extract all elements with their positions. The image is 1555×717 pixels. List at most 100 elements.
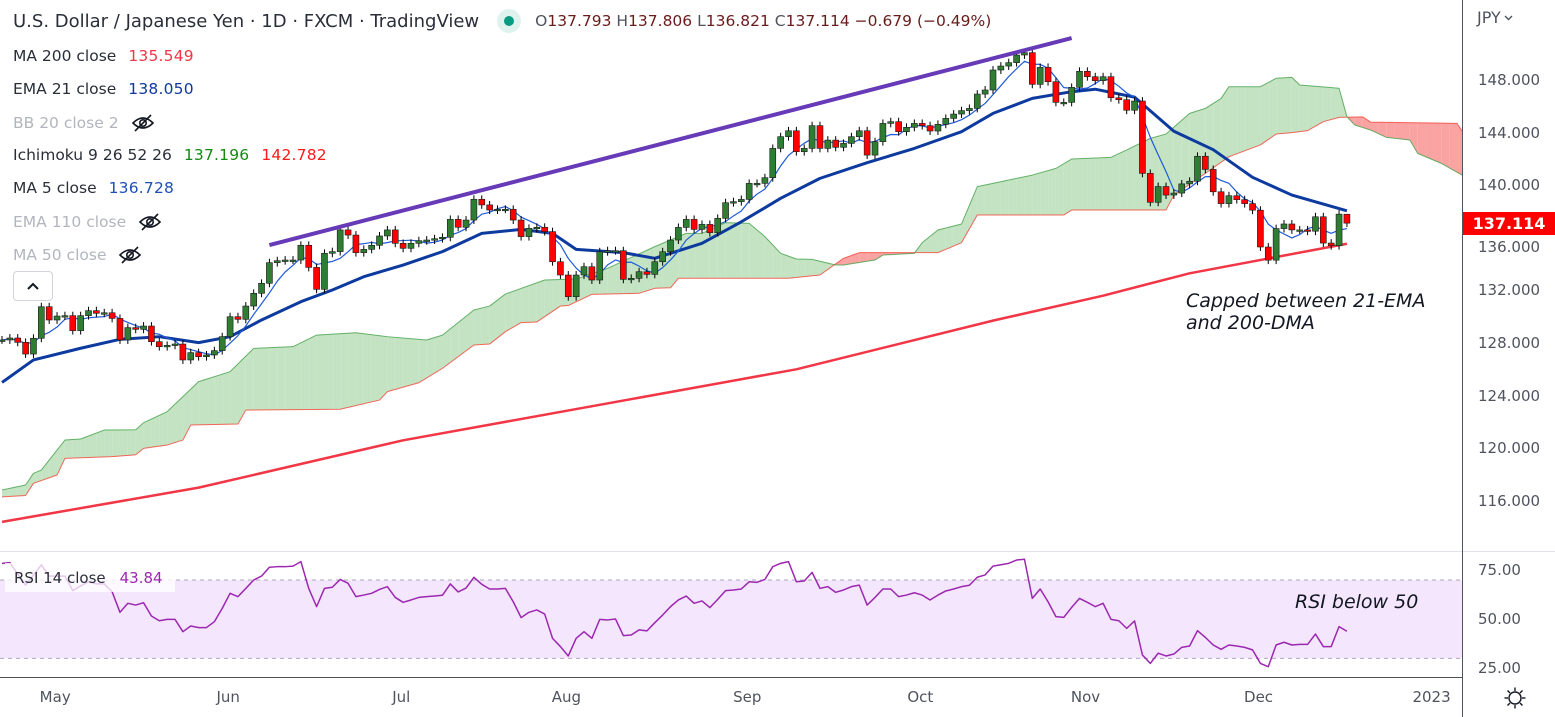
eye-off-icon[interactable] bbox=[118, 245, 142, 265]
cloud-segment bbox=[80, 436, 89, 458]
cloud-segment bbox=[1173, 120, 1182, 196]
cloud-segment bbox=[348, 332, 356, 408]
candle bbox=[108, 308, 116, 323]
candle-body-up bbox=[218, 336, 226, 351]
cloud-segment bbox=[466, 309, 474, 351]
cloud-segment bbox=[473, 308, 482, 345]
time-tick-label: May bbox=[39, 688, 71, 706]
sun-gear-icon[interactable] bbox=[1503, 686, 1527, 710]
cloud-segment bbox=[977, 185, 986, 216]
cloud-segment bbox=[1268, 78, 1277, 140]
cloud-segment bbox=[764, 236, 773, 279]
candle-body-up bbox=[840, 143, 847, 148]
cloud-segment bbox=[1008, 178, 1017, 216]
symbol-title[interactable]: U.S. Dollar / Japanese Yen · 1D · FXCM ·… bbox=[13, 10, 480, 32]
candle-body-up bbox=[1154, 186, 1162, 203]
candle-body-up bbox=[738, 199, 745, 202]
cloud-segment bbox=[717, 222, 726, 279]
candle bbox=[800, 144, 808, 156]
candle-body-up bbox=[85, 310, 92, 316]
time-tick-label: Nov bbox=[1070, 688, 1101, 706]
candle bbox=[541, 223, 548, 236]
legend-row[interactable]: MA 5 close 136.728 bbox=[13, 179, 174, 197]
cloud-segment bbox=[332, 333, 341, 410]
candle bbox=[1146, 169, 1154, 207]
cloud-segment bbox=[819, 261, 828, 276]
price-tick-label: 120.000 bbox=[1478, 439, 1541, 458]
legend-row[interactable]: EMA 110 close bbox=[13, 212, 162, 232]
candle bbox=[863, 126, 871, 160]
candle-body-down bbox=[391, 229, 399, 244]
candle bbox=[470, 195, 478, 224]
candle bbox=[1170, 189, 1178, 200]
candle-body-up bbox=[140, 325, 147, 330]
candle bbox=[77, 311, 84, 335]
candle-body-down bbox=[1084, 71, 1091, 78]
cloud-segment bbox=[513, 288, 522, 328]
currency-selector[interactable]: JPY bbox=[1477, 8, 1513, 27]
high-key: H bbox=[616, 12, 629, 30]
candle bbox=[1296, 225, 1304, 234]
candle bbox=[706, 220, 714, 237]
collapse-legend-button[interactable] bbox=[13, 271, 53, 301]
candle-body-up bbox=[1076, 71, 1083, 88]
candle-body-up bbox=[934, 124, 942, 132]
candle-body-up bbox=[297, 244, 305, 261]
candle bbox=[714, 214, 722, 237]
candle bbox=[1123, 95, 1130, 115]
candle bbox=[289, 256, 297, 264]
price-tick-label: 116.000 bbox=[1478, 491, 1541, 510]
eye-off-icon[interactable] bbox=[131, 113, 155, 133]
cloud-segment bbox=[1181, 113, 1190, 190]
candle bbox=[100, 308, 108, 318]
cloud-segment bbox=[1315, 86, 1324, 127]
candle bbox=[1327, 239, 1335, 250]
candle bbox=[1225, 191, 1233, 208]
legend-row[interactable]: EMA 21 close 138.050 bbox=[13, 80, 194, 98]
cloud-segment bbox=[198, 379, 207, 425]
cloud-segment bbox=[772, 244, 781, 279]
candle bbox=[651, 257, 659, 279]
cloud-segment bbox=[1236, 86, 1245, 154]
cloud-segment bbox=[796, 258, 805, 278]
candle bbox=[808, 121, 816, 153]
candle-body-up bbox=[1272, 228, 1280, 261]
cloud-segment bbox=[1401, 122, 1410, 140]
candle bbox=[1107, 72, 1115, 102]
candle-body-down bbox=[14, 337, 22, 343]
candle-body-up bbox=[745, 183, 753, 200]
legend-row[interactable]: BB 20 close 2 bbox=[13, 113, 155, 133]
legend-row[interactable]: MA 200 close 135.549 bbox=[13, 47, 194, 65]
legend-row[interactable]: Ichimoku 9 26 52 26 137.196 142.782 bbox=[13, 146, 327, 164]
candle-body-up bbox=[730, 201, 737, 204]
ma200-line bbox=[1, 242, 1348, 524]
cloud-segment bbox=[1409, 122, 1418, 154]
candle bbox=[620, 246, 627, 284]
candle-body-up bbox=[321, 253, 328, 290]
candle-body-up bbox=[785, 130, 792, 137]
cloud-segment bbox=[1299, 84, 1308, 132]
candle bbox=[596, 247, 604, 284]
rsi-legend[interactable]: RSI 14 close 43.84 bbox=[5, 563, 175, 592]
candle bbox=[14, 334, 22, 347]
ma5-line bbox=[1, 60, 1348, 356]
cloud-segment bbox=[1024, 175, 1033, 216]
eye-off-icon[interactable] bbox=[138, 212, 162, 232]
cloud-segment bbox=[552, 279, 561, 312]
candle bbox=[195, 348, 202, 361]
candle-body-up bbox=[494, 208, 501, 212]
cloud-segment bbox=[1449, 123, 1458, 173]
market-status-dot[interactable] bbox=[497, 9, 522, 33]
time-tick-label: Aug bbox=[551, 688, 582, 706]
cloud-segment bbox=[780, 253, 789, 279]
candle-body-down bbox=[22, 342, 29, 355]
cloud-segment bbox=[277, 347, 286, 410]
candle bbox=[415, 236, 423, 248]
legend-row[interactable]: MA 50 close bbox=[13, 245, 142, 265]
candle bbox=[211, 346, 218, 359]
price-tick-label: 144.000 bbox=[1478, 123, 1541, 142]
cloud-segment bbox=[701, 229, 710, 279]
rsi-line bbox=[1, 558, 1348, 668]
cloud-segment bbox=[1103, 157, 1111, 211]
